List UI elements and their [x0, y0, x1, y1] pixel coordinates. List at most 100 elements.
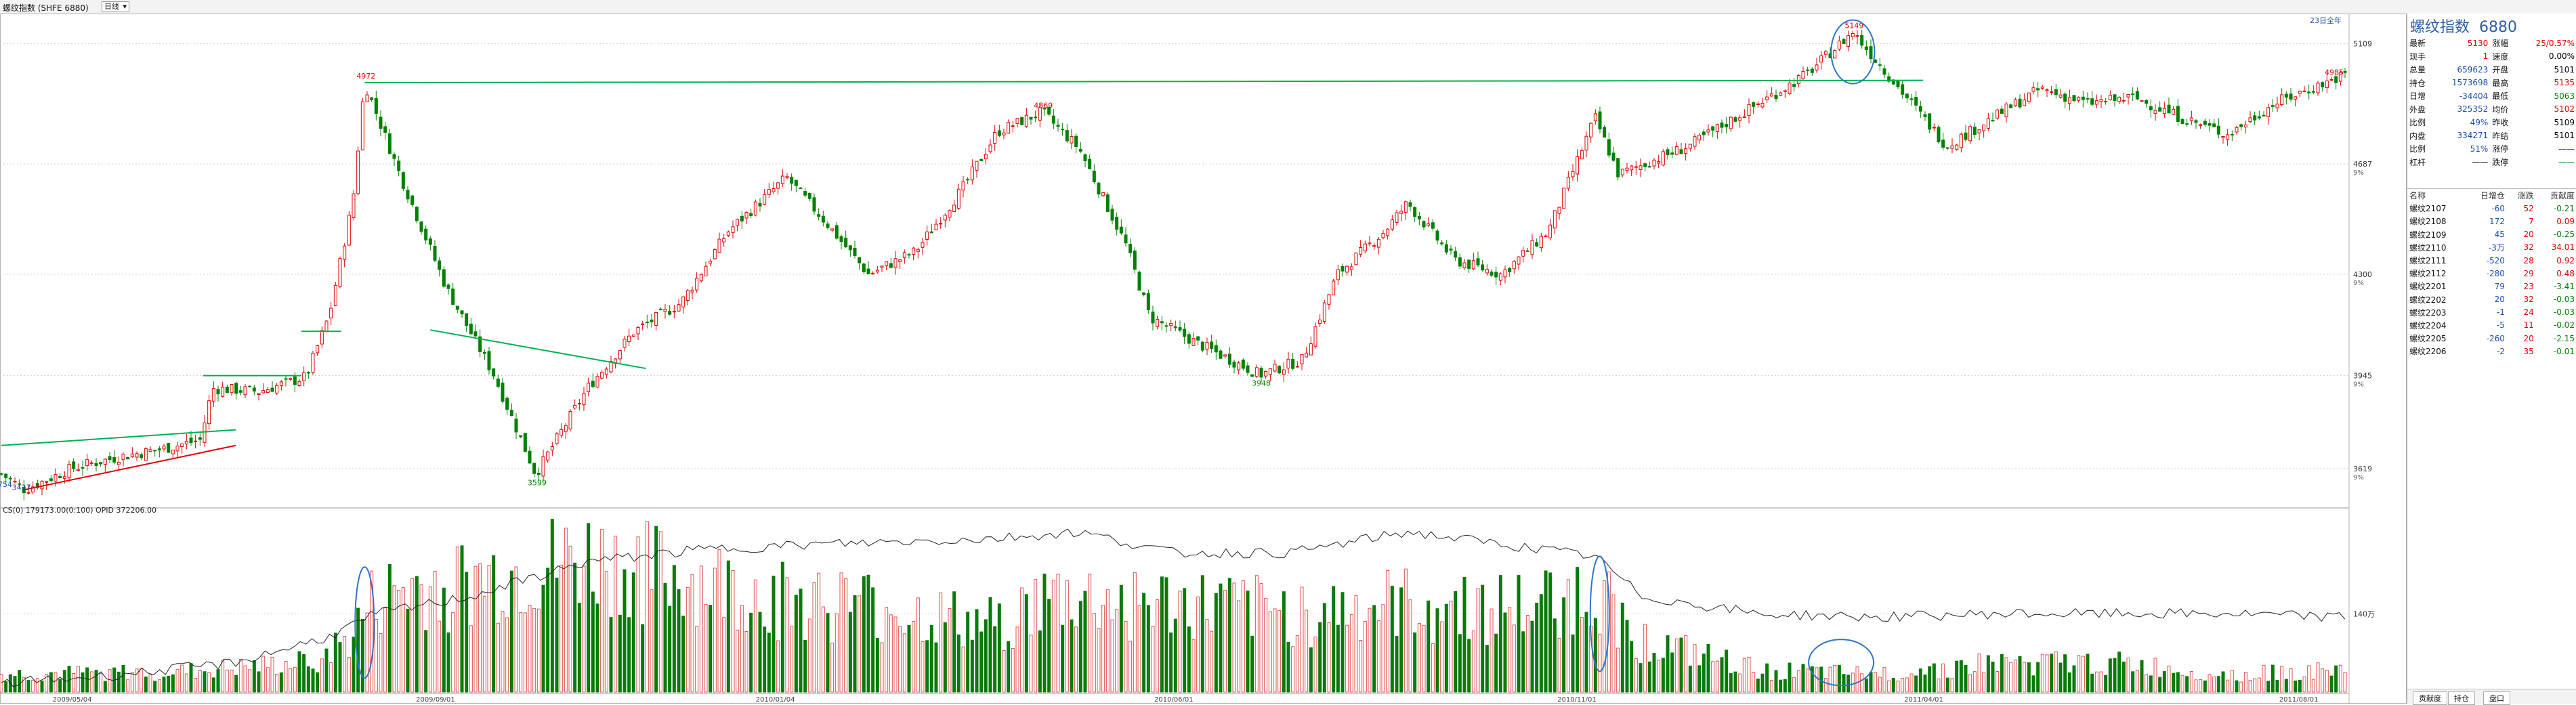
candle-body: [433, 246, 437, 261]
volume-bar: [89, 671, 93, 693]
contract-row[interactable]: 螺纹2201 79 23 -3.41: [2407, 280, 2576, 293]
candle-body: [492, 368, 496, 377]
volume-bar: [731, 570, 735, 693]
contract-row[interactable]: 螺纹2204 -5 11 -0.02: [2407, 319, 2576, 332]
volume-bar: [559, 564, 564, 693]
kline-chart[interactable]: 510946879%43009%39459%36199%23日全年4972359…: [0, 14, 2407, 704]
candle-body: [2054, 89, 2058, 95]
candle-body: [275, 385, 279, 393]
candle-body: [1097, 182, 1101, 195]
volume-bar: [103, 681, 107, 693]
panel-tab[interactable]: 持仓: [2448, 691, 2475, 705]
volume-bar: [1932, 663, 1936, 693]
candle-body: [830, 228, 835, 231]
contract-row[interactable]: 螺纹2203 -1 24 -0.03: [2407, 306, 2576, 319]
candle-body: [1227, 354, 1231, 365]
volume-bar: [1368, 607, 1372, 693]
candle-body: [943, 215, 947, 221]
contract-row[interactable]: 螺纹2112 -280 29 0.48: [2407, 267, 2576, 280]
candle-body: [465, 313, 469, 326]
price-tick-sub: 9%: [2353, 169, 2364, 177]
volume-bar: [1061, 624, 1065, 693]
candle-body: [1833, 50, 1837, 59]
candle-body: [1372, 245, 1376, 247]
candle-body: [370, 97, 374, 100]
panel-tab[interactable]: 盘口: [2483, 691, 2510, 705]
candle-body: [650, 319, 654, 322]
candle-body: [1278, 366, 1282, 374]
volume-bar: [1765, 663, 1769, 693]
volume-bar: [1684, 635, 1688, 693]
volume-bar: [2235, 680, 2239, 693]
contract-row[interactable]: 螺纹2107 -60 52 -0.21: [2407, 202, 2576, 215]
volume-bar: [1643, 624, 1647, 693]
contract-row[interactable]: 螺纹2110 -3万 32 34.01: [2407, 241, 2576, 254]
volume-bar: [2334, 665, 2338, 693]
volume-bar: [636, 536, 640, 693]
candle-body: [763, 194, 767, 205]
volume-bar: [1783, 679, 1787, 693]
panel-tab[interactable]: 贡献度: [2413, 691, 2447, 705]
candle-body: [929, 231, 933, 234]
candle-body: [509, 410, 513, 416]
quote-label: 开盘: [2492, 65, 2509, 75]
contract-row[interactable]: 螺纹2202 20 32 -0.03: [2407, 293, 2576, 306]
candle-body: [2045, 89, 2049, 91]
contract-row[interactable]: 螺纹2206 -2 35 -0.01: [2407, 345, 2576, 358]
candle-body: [600, 372, 604, 379]
candle-body: [2185, 123, 2189, 125]
volume-bar: [1070, 619, 1074, 693]
period-select[interactable]: 日线: [102, 1, 129, 12]
volume-bar: [1828, 666, 1832, 693]
contract-daily: -5: [2496, 320, 2505, 330]
candle-body: [893, 258, 898, 268]
candle-body: [81, 467, 85, 469]
candle-body: [130, 453, 134, 457]
contract-row[interactable]: 螺纹2111 -520 28 0.92: [2407, 254, 2576, 267]
candle-body: [162, 446, 166, 450]
candle-body: [916, 249, 920, 252]
volume-bar: [1891, 678, 1895, 693]
volume-bar: [108, 669, 112, 693]
volume-bar: [442, 587, 446, 693]
volume-bar: [501, 611, 505, 693]
volume-bar: [2145, 674, 2149, 693]
contract-name: 螺纹2205: [2409, 334, 2447, 344]
contract-row[interactable]: 螺纹2108 172 7 0.09: [2407, 215, 2576, 228]
candle-body: [2094, 100, 2098, 105]
volume-bar: [2289, 668, 2293, 693]
candle-body: [1110, 209, 1114, 221]
volume-bar: [1156, 599, 1160, 693]
volume-bar: [207, 672, 211, 693]
volume-bar: [880, 642, 884, 693]
volume-bar: [956, 634, 960, 693]
contract-table-header: 名称 日增仓 涨跌 贡献度: [2407, 189, 2576, 202]
candle-body: [1584, 135, 1588, 151]
candle-body: [1620, 169, 1624, 175]
candle-body: [1056, 125, 1060, 127]
candle-body: [1801, 71, 1805, 79]
candle-body: [1124, 234, 1128, 244]
volume-bar: [1788, 662, 1792, 693]
candle-body: [2023, 100, 2027, 106]
candle-body: [2067, 97, 2071, 104]
candle-body: [1417, 215, 1421, 219]
contract-row[interactable]: 螺纹2205 -260 20 -2.15: [2407, 332, 2576, 345]
candle-body: [175, 446, 180, 452]
volume-bar: [546, 568, 550, 693]
volume-bar: [1657, 660, 1661, 693]
volume-bar: [2185, 676, 2189, 693]
contract-row[interactable]: 螺纹2109 45 20 -0.25: [2407, 228, 2576, 241]
candle-body: [94, 463, 98, 466]
candle-body: [821, 215, 825, 223]
candle-body: [1923, 114, 1927, 117]
candle-body: [1291, 359, 1295, 369]
volume-bar: [311, 668, 315, 693]
quote-label: 速度: [2492, 51, 2509, 62]
candle-body: [614, 358, 618, 364]
volume-bar: [419, 584, 423, 693]
candle-body: [726, 231, 730, 236]
volume-bar: [1169, 632, 1173, 693]
candle-body: [1792, 84, 1796, 87]
candle-body: [1779, 92, 1783, 96]
